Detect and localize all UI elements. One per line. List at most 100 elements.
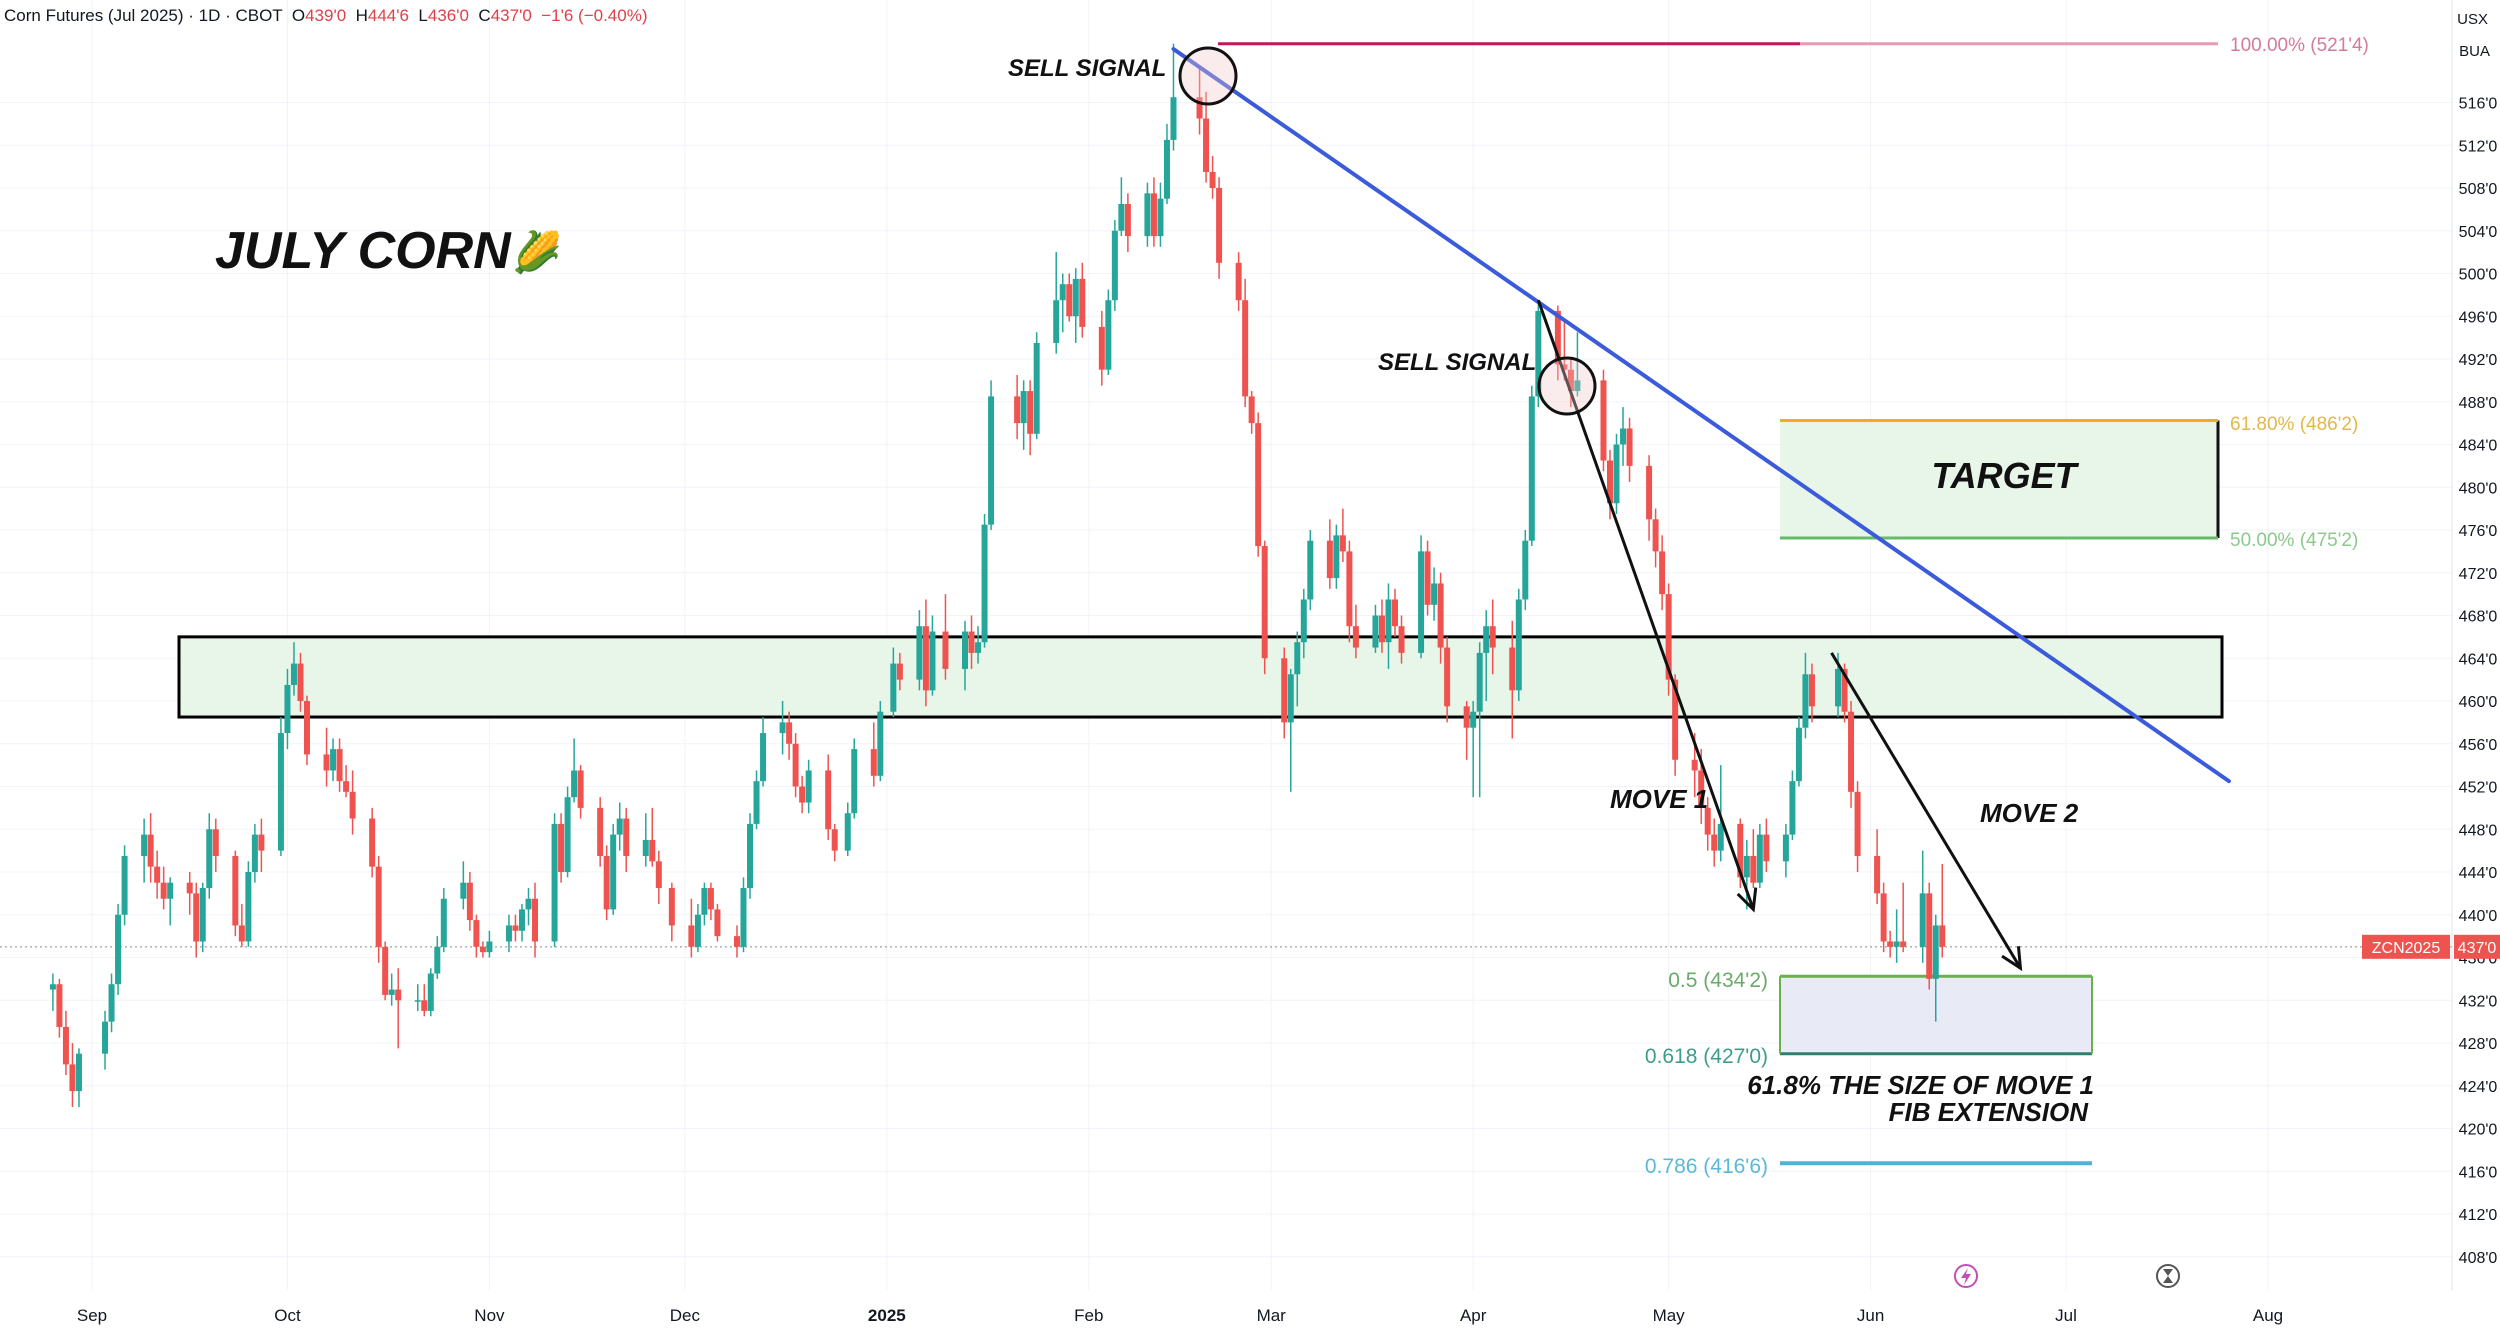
candle — [434, 936, 441, 979]
candle — [1900, 882, 1907, 953]
candle — [1750, 829, 1757, 889]
time-tick-label: Mar — [1257, 1306, 1287, 1325]
price-tick-label: 452'0 — [2459, 780, 2498, 797]
candle-body — [297, 663, 304, 701]
candle — [968, 615, 975, 669]
time-tick-label: Feb — [1074, 1306, 1103, 1325]
candle — [799, 775, 806, 814]
candle — [343, 765, 350, 798]
candle-body — [1378, 615, 1385, 643]
candle-body — [1743, 855, 1750, 878]
candle-body — [1808, 674, 1815, 707]
candle — [277, 717, 284, 856]
candle — [1626, 417, 1633, 482]
move1-label: MOVE 1 — [1610, 784, 1708, 814]
candle — [160, 866, 167, 910]
sell-signal-circle-1 — [1178, 46, 1238, 106]
candle-body — [1463, 706, 1470, 728]
price-axis[interactable]: 516'0 512'0 508'0 504'0 500'0 496'0 492'0 488'0… — [2451, 0, 2498, 1290]
candle — [1613, 433, 1620, 514]
high-value: 444'6 — [367, 6, 409, 25]
candle-body — [707, 888, 714, 910]
resistance-zone — [177, 635, 2224, 719]
candle — [1020, 380, 1027, 450]
candle-body — [108, 984, 115, 1022]
candle-body — [616, 818, 623, 835]
candle — [1398, 615, 1405, 664]
candle — [610, 823, 617, 915]
candle-body — [1483, 626, 1490, 653]
candle — [551, 813, 558, 947]
axis-unit: BUA — [2459, 43, 2490, 60]
candle-body — [1476, 652, 1483, 712]
candle-body — [199, 888, 206, 942]
price-tick-label: 456'0 — [2459, 737, 2498, 754]
candle-body — [349, 791, 356, 819]
price-tick-label: 484'0 — [2459, 438, 2498, 455]
candle — [1926, 882, 1933, 990]
candle — [1242, 278, 1249, 408]
price-tick-label: 408'0 — [2459, 1250, 2498, 1267]
candle — [1424, 540, 1431, 616]
candle-body — [1613, 444, 1620, 504]
candle — [518, 904, 525, 942]
price-tick-label: 504'0 — [2459, 224, 2498, 241]
candle-body — [1203, 118, 1210, 172]
candle — [1300, 588, 1307, 659]
candle-body — [479, 946, 486, 953]
candle-body — [460, 882, 467, 899]
candle — [167, 877, 174, 926]
candle-body — [1144, 193, 1151, 237]
candle — [1711, 818, 1718, 867]
fib-618-label: 61.80% (486'2) — [2230, 414, 2358, 435]
candle-body — [1932, 925, 1939, 979]
candle-body — [786, 722, 793, 744]
candle-body — [1606, 460, 1613, 504]
candle — [597, 797, 604, 867]
candle-body — [1795, 727, 1802, 782]
price-tick-label: 420'0 — [2459, 1122, 2498, 1139]
candle-body — [1561, 364, 1568, 370]
candle — [1157, 182, 1164, 247]
candle — [1567, 359, 1574, 408]
candle — [1743, 839, 1750, 910]
candle-body — [102, 1021, 109, 1054]
sell-signal-label-2: SELL SIGNAL — [1378, 349, 1536, 376]
candle — [1339, 508, 1346, 563]
candle — [1600, 369, 1607, 472]
candle — [1646, 455, 1653, 541]
lightning-icon[interactable] — [1954, 1264, 1978, 1288]
price-tick-label: 412'0 — [2459, 1207, 2498, 1224]
candle-body — [388, 989, 395, 995]
candle — [1059, 273, 1066, 333]
fib-50-label: 50.00% (475'2) — [2230, 530, 2358, 551]
time-tick-label: Apr — [1460, 1306, 1487, 1325]
candle — [336, 738, 343, 792]
candle — [460, 861, 467, 910]
candle-body — [1124, 204, 1131, 237]
candle-body — [1802, 674, 1809, 728]
candle-body — [56, 984, 63, 1027]
candle — [1027, 380, 1034, 456]
candle — [349, 770, 356, 835]
candle — [1574, 332, 1581, 397]
candle — [1150, 177, 1157, 247]
candle — [69, 1043, 76, 1108]
close-label: C — [478, 6, 491, 25]
candle — [232, 850, 239, 937]
candle — [1261, 540, 1268, 675]
candle — [1887, 930, 1894, 958]
candle — [1203, 91, 1210, 183]
candle-body — [154, 866, 161, 883]
hourglass-icon[interactable] — [2156, 1264, 2180, 1288]
candle-body — [1105, 300, 1112, 370]
time-axis[interactable]: Sep Oct Nov Dec 2025 Feb Mar Apr May Jun Jul Aug — [77, 1306, 2283, 1325]
candle — [414, 984, 421, 1011]
candle-body — [916, 626, 923, 680]
price-tick-label: 516'0 — [2459, 96, 2498, 113]
candle — [1795, 717, 1802, 787]
time-tick-label: Dec — [670, 1306, 701, 1325]
candle — [655, 850, 662, 905]
candle-body — [160, 882, 167, 899]
